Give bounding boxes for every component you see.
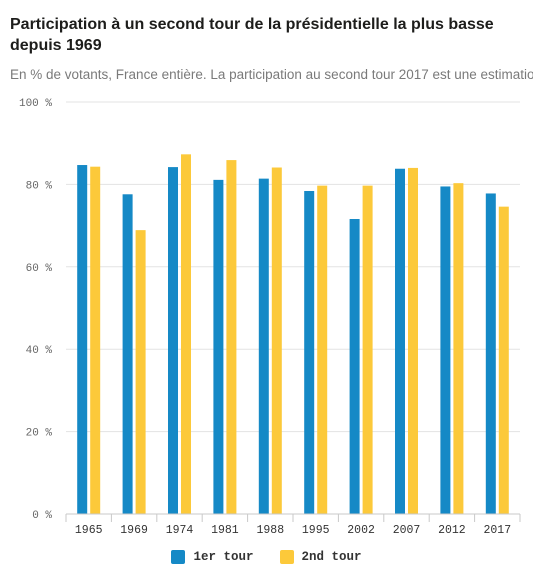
x-tick-label: 1988 [256, 524, 284, 537]
y-tick-label: 60 % [26, 263, 53, 275]
bar-series-1-1969[interactable] [122, 194, 133, 514]
x-axis: 1965 1969 1974 1981 1988 1995 2002 2007 2012 2017 [65, 513, 521, 537]
legend-label-series-1: 1er tour [193, 550, 254, 564]
legend-item-series-1[interactable]: 1er tour [171, 550, 254, 564]
x-tick-label: 1981 [211, 524, 239, 537]
y-tick-label: 40 % [26, 345, 53, 357]
bar-series-2-1988[interactable] [271, 167, 282, 514]
legend-swatch-series-1 [171, 550, 186, 564]
bar-series-2-1981[interactable] [226, 160, 237, 515]
bar-series-1-1995[interactable] [304, 190, 315, 514]
bar-series-2-1965[interactable] [90, 166, 101, 514]
legend-item-series-2[interactable]: 2nd tour [279, 550, 362, 564]
chart-title: Participation à un second tour de la pré… [10, 16, 494, 54]
y-tick-label: 100 % [19, 98, 52, 110]
legend: 1er tour 2nd tour [0, 550, 533, 564]
y-axis-ticks: 0 % 20 % 40 % 60 % 80 % 100 % [19, 98, 52, 522]
bar-series-2-1995[interactable] [317, 185, 328, 515]
x-tick-label: 2007 [393, 524, 421, 537]
x-tick-label: 1965 [75, 524, 103, 537]
bar-series-1-1988[interactable] [258, 178, 269, 514]
y-tick-label: 20 % [26, 428, 53, 440]
bar-series-1-2002[interactable] [349, 219, 360, 514]
x-tick-label: 2012 [438, 524, 466, 537]
bar-series-1-1974[interactable] [168, 167, 178, 514]
x-tick-label: 1969 [120, 524, 148, 537]
legend-swatch-series-2 [279, 550, 294, 564]
bar-series-2-2012[interactable] [453, 183, 464, 514]
bar-series-1-2017[interactable] [485, 193, 496, 515]
x-tick-label: 2017 [483, 524, 511, 537]
bar-series-2-1969[interactable] [135, 230, 146, 514]
chart-subtitle: En % de votants, France entière. La part… [10, 67, 533, 82]
x-tick-label: 1995 [302, 524, 330, 537]
bars [77, 154, 509, 515]
bar-series-2-2017[interactable] [498, 206, 509, 514]
x-tick-label: 1974 [166, 524, 194, 537]
y-tick-label: 80 % [26, 180, 53, 192]
bar-series-2-2007[interactable] [408, 167, 418, 515]
bar-series-1-1965[interactable] [77, 165, 88, 514]
bar-series-2-2002[interactable] [362, 185, 373, 515]
bar-series-1-1981[interactable] [213, 179, 224, 515]
bar-series-1-2007[interactable] [395, 168, 405, 514]
grid-lines [66, 101, 520, 433]
legend-label-series-2: 2nd tour [301, 550, 362, 564]
bar-series-2-1974[interactable] [181, 154, 191, 514]
bar-series-1-2012[interactable] [440, 186, 451, 514]
x-tick-label: 2002 [347, 524, 375, 537]
y-tick-label: 0 % [32, 510, 52, 522]
